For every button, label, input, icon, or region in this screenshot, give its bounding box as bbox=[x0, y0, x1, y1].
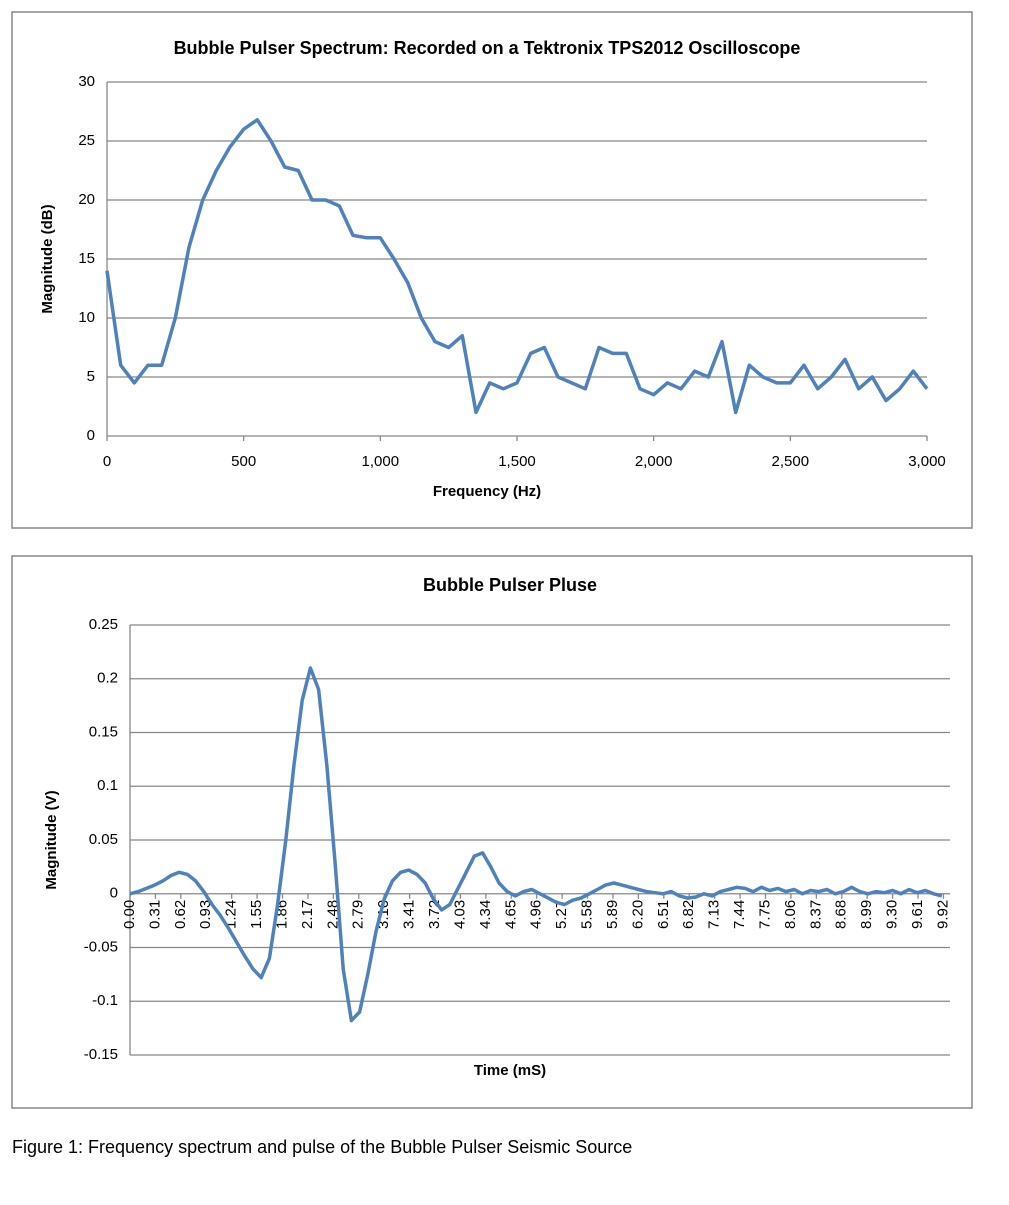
x-tick-label: 5.89 bbox=[604, 900, 621, 929]
data-line bbox=[105, 118, 929, 415]
x-tick-label: 1.24 bbox=[223, 900, 240, 929]
x-tick-label: 7.44 bbox=[731, 900, 748, 929]
y-axis-label: Magnitude (V) bbox=[43, 790, 60, 889]
x-axis-label: Frequency (Hz) bbox=[433, 483, 541, 500]
x-tick-label: 4.65 bbox=[502, 900, 519, 929]
x-tick-label: 3,000 bbox=[908, 453, 946, 470]
x-tick-label: 8.68 bbox=[833, 900, 850, 929]
x-tick-label: 5.27 bbox=[553, 900, 570, 929]
x-tick-label: 7.75 bbox=[756, 900, 773, 929]
y-tick-label: -0.15 bbox=[84, 1046, 118, 1063]
y-tick-label: 0.2 bbox=[97, 670, 118, 687]
x-tick-label: 4.34 bbox=[477, 900, 494, 929]
x-tick-label: 8.37 bbox=[807, 900, 824, 929]
x-tick-label: 3.72 bbox=[426, 900, 443, 929]
caption: Figure 1: Frequency spectrum and pulse o… bbox=[12, 1137, 632, 1157]
x-tick-label: 9.30 bbox=[884, 900, 901, 929]
x-tick-label: 2.79 bbox=[350, 900, 367, 929]
x-tick-label: 2.17 bbox=[299, 900, 316, 929]
chart-frame bbox=[11, 11, 973, 529]
y-tick-label: 15 bbox=[78, 250, 95, 267]
y-tick-label: 0.25 bbox=[89, 616, 118, 633]
chart-title: Bubble Pulser Pluse bbox=[423, 575, 597, 595]
y-tick-label: 25 bbox=[78, 132, 95, 149]
data-line bbox=[129, 666, 943, 1023]
x-tick-label: 4.96 bbox=[528, 900, 545, 929]
y-tick-label: 0.15 bbox=[89, 723, 118, 740]
y-tick-label: 0 bbox=[110, 885, 118, 902]
x-tick-label: 5.58 bbox=[579, 900, 596, 929]
x-tick-label: 9.61 bbox=[909, 900, 926, 929]
y-tick-label: -0.05 bbox=[84, 938, 118, 955]
y-tick-label: 0.05 bbox=[89, 831, 118, 848]
x-tick-label: 0.93 bbox=[197, 900, 214, 929]
x-tick-label: 6.82 bbox=[680, 900, 697, 929]
x-tick-label: 0.31 bbox=[146, 900, 163, 929]
x-tick-label: 500 bbox=[231, 453, 256, 470]
chart-frame bbox=[11, 555, 973, 1109]
x-tick-label: 0 bbox=[103, 453, 111, 470]
y-tick-label: 5 bbox=[87, 368, 95, 385]
x-tick-label: 3.41 bbox=[401, 900, 418, 929]
x-tick-label: 2,500 bbox=[772, 453, 810, 470]
x-tick-label: 7.13 bbox=[706, 900, 723, 929]
y-tick-label: 0.1 bbox=[97, 777, 118, 794]
x-tick-label: 0.00 bbox=[121, 900, 138, 929]
x-tick-label: 8.06 bbox=[782, 900, 799, 929]
x-tick-label: 6.20 bbox=[629, 900, 646, 929]
y-tick-label: 0 bbox=[87, 427, 95, 444]
x-tick-label: 1.55 bbox=[248, 900, 265, 929]
x-tick-label: 1,500 bbox=[498, 453, 536, 470]
y-tick-label: 10 bbox=[78, 309, 95, 326]
x-tick-label: 0.62 bbox=[172, 900, 189, 929]
x-axis-label: Time (mS) bbox=[474, 1062, 546, 1079]
y-tick-label: -0.1 bbox=[92, 992, 118, 1009]
x-tick-label: 9.92 bbox=[934, 900, 951, 929]
x-tick-label: 8.99 bbox=[858, 900, 875, 929]
y-axis-label: Magnitude (dB) bbox=[39, 204, 56, 313]
x-tick-label: 2,000 bbox=[635, 453, 673, 470]
x-tick-label: 1,000 bbox=[362, 453, 400, 470]
x-tick-label: 4.03 bbox=[451, 900, 468, 929]
y-tick-label: 20 bbox=[78, 191, 95, 208]
y-tick-label: 30 bbox=[78, 73, 95, 90]
x-tick-label: 6.51 bbox=[655, 900, 672, 929]
chart-title: Bubble Pulser Spectrum: Recorded on a Te… bbox=[174, 38, 801, 58]
